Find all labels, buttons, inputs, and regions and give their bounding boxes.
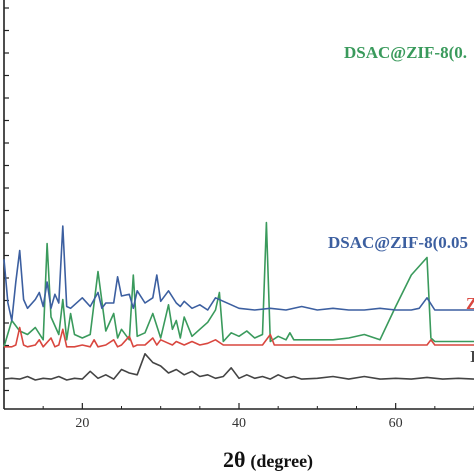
x-tick-label: 20 <box>75 416 89 431</box>
series-label-3: Z <box>466 294 474 313</box>
series-label-1: DSAC@ZIF-8(0. <box>344 43 467 62</box>
series-label-layer: DSAC@ZIF-8(0. DSAC@ZIF-8(0.05 Z I <box>328 43 474 366</box>
x-axis-title: 2θ (degree) <box>223 447 313 472</box>
x-axis-symbol: 2θ <box>223 447 245 472</box>
x-tick-label: 60 <box>389 416 403 431</box>
series-label-4: I <box>470 347 474 366</box>
x-axis-unit: (degree) <box>250 451 313 472</box>
series-line-4 <box>3 353 474 381</box>
series-line-3 <box>4 326 474 348</box>
series-layer <box>3 221 474 381</box>
series-label-2: DSAC@ZIF-8(0.05 <box>328 233 468 252</box>
x-tick-label: 40 <box>232 416 246 431</box>
series-line-1 <box>3 221 474 348</box>
series-line-2 <box>3 225 474 322</box>
axis-ticks: 20 40 60 <box>3 403 474 431</box>
